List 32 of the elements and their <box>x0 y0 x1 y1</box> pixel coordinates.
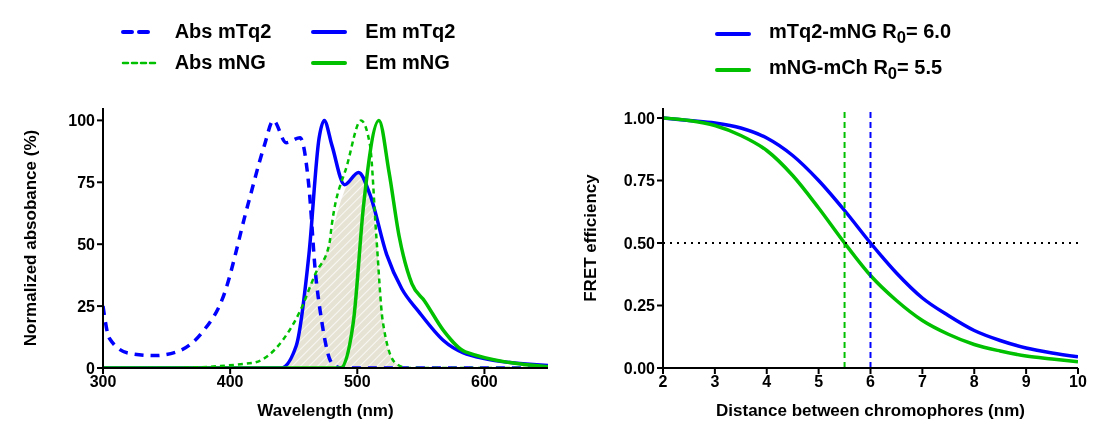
x-tick-label: 8 <box>969 373 979 391</box>
y-tick-label: 100 <box>68 112 96 130</box>
y-tick-label: 50 <box>77 235 96 253</box>
y-tick-label: 75 <box>77 173 96 191</box>
legend-label: Em mTq2 <box>365 20 456 43</box>
x-tick-label: 3 <box>710 373 720 391</box>
x-tick-label: 300 <box>89 373 117 391</box>
x-tick-label: 7 <box>917 373 927 391</box>
legend-label: Abs mNG <box>174 51 266 74</box>
y-tick-label: 1.00 <box>623 109 656 127</box>
x-tick-label: 600 <box>471 373 498 391</box>
y-axis-title: Normalized absobance (%) <box>21 129 41 347</box>
legend-label: mTq2-mNG R$_{0}$= 6.0 <box>768 20 952 48</box>
x-tick-label: 10 <box>1069 373 1087 391</box>
legend-label: Em mNG <box>365 51 450 74</box>
y-tick-label: 0.00 <box>623 359 656 377</box>
x-tick-label: 4 <box>762 373 772 391</box>
y-axis-title: FRET efficiency <box>581 173 601 302</box>
x-tick-label: 6 <box>866 373 876 391</box>
y-tick-label: 0.75 <box>623 172 656 190</box>
x-tick-label: 500 <box>343 373 371 391</box>
x-tick-label: 9 <box>1021 373 1031 391</box>
y-tick-label: 0.25 <box>623 297 656 315</box>
x-tick-label: 5 <box>814 373 824 391</box>
legend-label: Abs mTq2 <box>174 20 272 43</box>
x-tick-label: 2 <box>658 373 668 391</box>
x-tick-label: 400 <box>216 373 244 391</box>
y-tick-label: 25 <box>77 297 96 315</box>
x-axis-title: Distance between chromophores (nm) <box>716 401 1025 420</box>
y-tick-label: 0.50 <box>623 234 656 252</box>
x-axis-title: Wavelength (nm) <box>257 401 394 420</box>
legend-label: mNG-mCh R$_{0}$= 5.5 <box>768 56 943 84</box>
